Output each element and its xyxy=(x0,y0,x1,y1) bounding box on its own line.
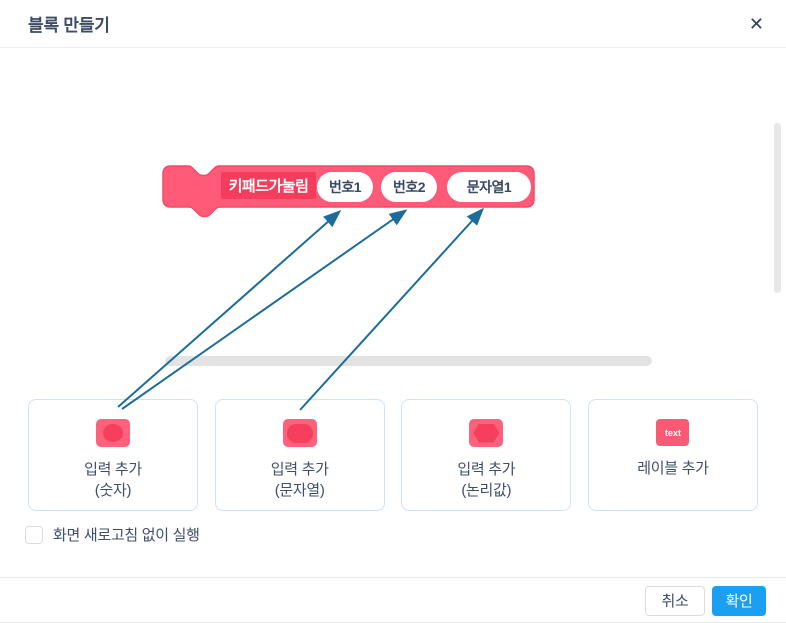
card-subtitle: (숫자) xyxy=(94,482,132,499)
block-name-label: 키패드가눌림 xyxy=(221,172,316,199)
hexagon-input-icon xyxy=(469,419,504,447)
card-title: 입력 추가 xyxy=(457,461,516,478)
arrow-string1 xyxy=(299,207,485,411)
block-input-number1[interactable]: 번호1 xyxy=(317,172,373,202)
run-without-refresh-row: 화면 새로고침 없이 실행 xyxy=(25,524,200,545)
hexagon-shape xyxy=(473,423,500,443)
add-boolean-input-card[interactable]: 입력 추가 (논리값) xyxy=(401,399,572,511)
cancel-button[interactable]: 취소 xyxy=(645,585,705,616)
oval-input-icon xyxy=(282,419,317,447)
dialog-footer: 취소 확인 xyxy=(0,577,786,622)
horizontal-scrollbar[interactable] xyxy=(165,356,652,366)
add-number-input-card[interactable]: 입력 추가 (숫자) xyxy=(28,399,198,511)
add-string-input-card[interactable]: 입력 추가 (문자열) xyxy=(214,399,385,511)
card-title: 입력 추가 xyxy=(270,461,329,478)
add-label-card[interactable]: text 레이블 추가 xyxy=(587,399,758,511)
text-label-icon: text xyxy=(656,419,690,446)
add-option-cards: 입력 추가 (숫자) 입력 추가 (문자열) 입력 추가 (논리값) text … xyxy=(28,399,758,511)
vertical-scrollbar[interactable] xyxy=(774,123,781,293)
block-input-string1[interactable]: 문자열1 xyxy=(447,172,531,202)
arrow-number1 xyxy=(117,210,342,408)
block-preview[interactable]: 키패드가눌림 번호1 번호2 문자열1 xyxy=(157,163,537,219)
round-shape xyxy=(103,424,123,442)
card-subtitle: (문자열) xyxy=(274,482,325,499)
oval-shape xyxy=(286,423,313,443)
round-input-icon xyxy=(96,419,130,447)
arrow-number2 xyxy=(121,209,408,410)
refresh-checkbox-label: 화면 새로고침 없이 실행 xyxy=(53,527,200,544)
card-title: 레이블 추가 xyxy=(637,460,709,477)
card-title: 입력 추가 xyxy=(84,461,142,478)
refresh-checkbox[interactable] xyxy=(25,525,43,544)
dialog-title: 블록 만들기 xyxy=(28,16,110,35)
close-icon[interactable]: ✕ xyxy=(748,13,764,34)
block-input-number2[interactable]: 번호2 xyxy=(381,172,437,202)
confirm-button[interactable]: 확인 xyxy=(712,585,766,616)
dialog-header: 블록 만들기 ✕ xyxy=(0,0,786,48)
card-subtitle: (논리값) xyxy=(461,482,512,499)
